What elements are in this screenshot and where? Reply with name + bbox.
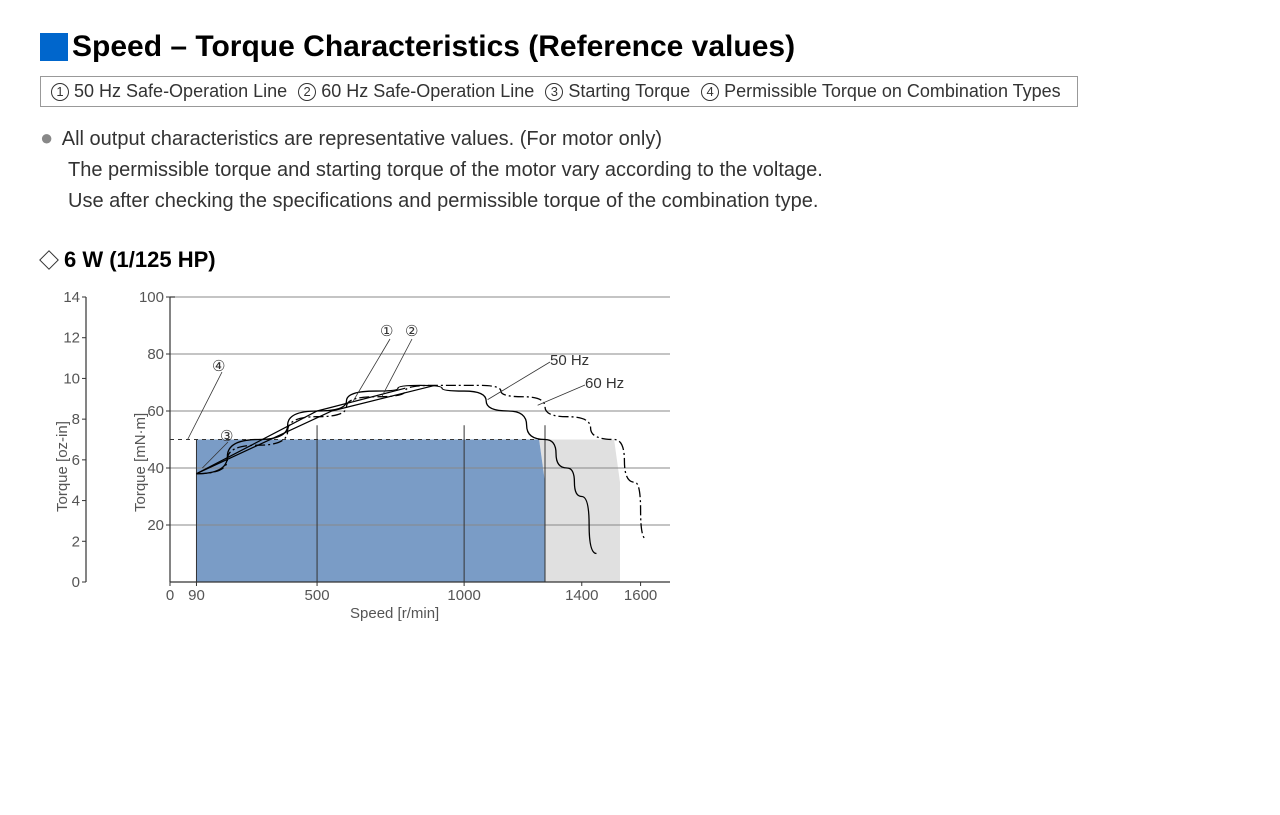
legend-text-4: Permissible Torque on Combination Types — [724, 81, 1061, 101]
svg-text:12: 12 — [63, 330, 80, 347]
svg-text:20: 20 — [147, 517, 164, 534]
chart-subtitle-row: 6 W (1/125 HP) — [40, 247, 1240, 273]
title-square-icon — [40, 33, 68, 61]
svg-text:1400: 1400 — [565, 587, 598, 604]
annot-c2: ② — [405, 322, 418, 340]
legend-item-1: 1 50 Hz Safe-Operation Line — [51, 81, 292, 101]
x-axis-label: Speed [r/min] — [350, 605, 439, 622]
svg-text:0: 0 — [72, 574, 80, 591]
legend-num-2: 2 — [298, 83, 316, 101]
note-line-3: Use after checking the specifications an… — [68, 186, 1240, 217]
svg-text:1600: 1600 — [624, 587, 657, 604]
svg-text:2: 2 — [72, 533, 80, 550]
legend-text-3: Starting Torque — [568, 81, 690, 101]
bullet-icon: ● — [40, 125, 53, 150]
legend-num-4: 4 — [701, 83, 719, 101]
annot-c1: ① — [380, 322, 393, 340]
svg-text:100: 100 — [139, 289, 164, 306]
annot-c3: ③ — [220, 427, 233, 445]
svg-text:40: 40 — [147, 460, 164, 477]
note-line-2: The permissible torque and starting torq… — [68, 155, 1240, 186]
note-line-1: All output characteristics are represent… — [62, 128, 662, 150]
legend-text-1: 50 Hz Safe-Operation Line — [74, 81, 287, 101]
svg-text:1000: 1000 — [447, 587, 480, 604]
legend-num-1: 1 — [51, 83, 69, 101]
legend-num-3: 3 — [545, 83, 563, 101]
page-title: Speed – Torque Characteristics (Referenc… — [72, 30, 795, 64]
svg-text:90: 90 — [188, 587, 205, 604]
legend-item-2: 2 60 Hz Safe-Operation Line — [298, 81, 539, 101]
title-row: Speed – Torque Characteristics (Referenc… — [40, 30, 1240, 64]
annot-c4: ④ — [212, 357, 225, 375]
svg-text:14: 14 — [63, 289, 80, 306]
legend-item-4: 4 Permissible Torque on Combination Type… — [701, 81, 1061, 101]
note-block: ● All output characteristics are represe… — [40, 121, 1240, 217]
annot-50hz: 50 Hz — [550, 352, 589, 369]
legend-box: 1 50 Hz Safe-Operation Line 2 60 Hz Safe… — [40, 76, 1078, 107]
chart-area: Torque [oz-in] Torque [mN·m] Speed [r/mi… — [40, 277, 720, 637]
annot-60hz: 60 Hz — [585, 375, 624, 392]
svg-text:500: 500 — [305, 587, 330, 604]
y-axis-label-mnm: Torque [mN·m] — [132, 413, 149, 512]
diamond-icon — [39, 250, 59, 270]
svg-text:0: 0 — [166, 587, 174, 604]
chart-subtitle: 6 W (1/125 HP) — [64, 247, 216, 273]
legend-item-3: 3 Starting Torque — [545, 81, 695, 101]
svg-text:60: 60 — [147, 403, 164, 420]
svg-text:6: 6 — [72, 452, 80, 469]
svg-text:80: 80 — [147, 346, 164, 363]
svg-text:4: 4 — [72, 493, 80, 510]
svg-text:8: 8 — [72, 411, 80, 428]
legend-text-2: 60 Hz Safe-Operation Line — [321, 81, 534, 101]
y-axis-label-ozin: Torque [oz-in] — [54, 421, 71, 512]
svg-text:10: 10 — [63, 371, 80, 388]
